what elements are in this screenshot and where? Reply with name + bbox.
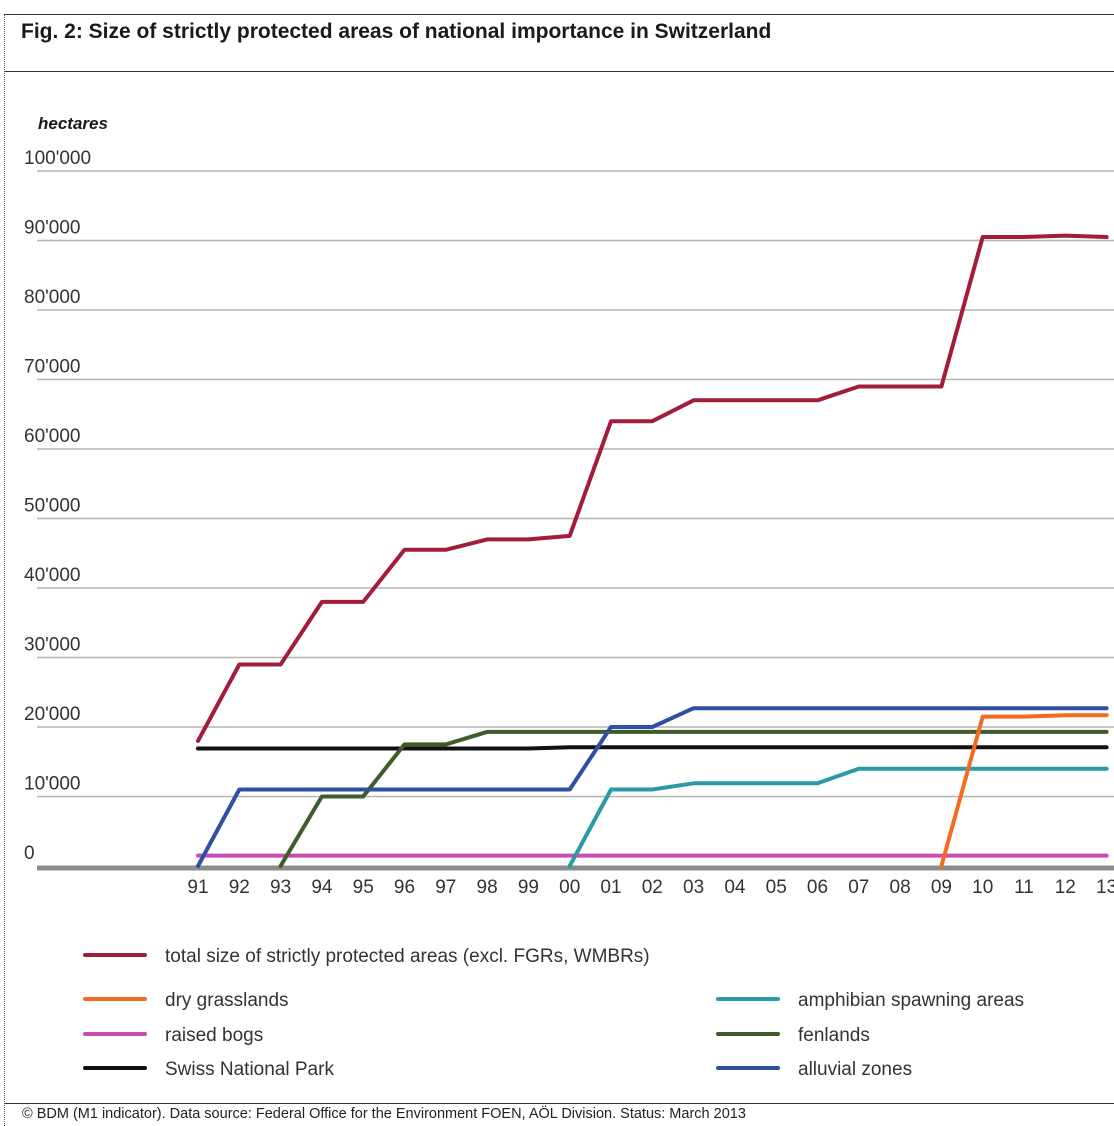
series-line: [278, 729, 1109, 868]
y-tick-label: 60'000: [24, 426, 80, 447]
x-tick-label: 97: [435, 877, 456, 898]
x-tick-label: 95: [353, 877, 374, 898]
legend-label: amphibian spawning areas: [798, 990, 1024, 1011]
legend-label: raised bogs: [165, 1025, 263, 1046]
x-tick-label: 02: [642, 877, 663, 898]
series-lines: [196, 233, 1109, 868]
x-tick-label: 12: [1055, 877, 1076, 898]
legend-label: total size of strictly protected areas (…: [165, 946, 650, 967]
x-tick-label: 04: [724, 877, 746, 898]
legend-label: alluvial zones: [798, 1059, 912, 1080]
chart-title: Fig. 2: Size of strictly protected areas…: [21, 20, 772, 43]
x-tick-label: 92: [229, 877, 250, 898]
legend-label: dry grasslands: [165, 990, 289, 1011]
x-tick-label: 07: [848, 877, 869, 898]
series-line: [196, 706, 1109, 868]
x-tick-label: 00: [559, 877, 580, 898]
x-tick-label: 03: [683, 877, 704, 898]
x-tick-label: 08: [890, 877, 911, 898]
line-chart: 0 10'000 20'000 30'000 40'000 50'000 60'000 70'…: [24, 148, 1114, 1080]
y-tick-label: 50'000: [24, 496, 80, 517]
x-tick-label: 06: [807, 877, 828, 898]
x-tick-label: 98: [477, 877, 498, 898]
series-line: [567, 766, 1109, 868]
x-tick-label: 93: [270, 877, 291, 898]
x-tick-label: 94: [311, 877, 333, 898]
y-tick-label: 90'000: [24, 218, 80, 239]
x-tick-label: 09: [931, 877, 952, 898]
y-tick-label: 40'000: [24, 565, 80, 586]
title-bar: [5, 15, 1114, 72]
series-line: [196, 233, 1109, 743]
y-tick-label: 70'000: [24, 357, 80, 378]
y-tick-label: 80'000: [24, 287, 80, 308]
y-tick-label: 10'000: [24, 774, 80, 795]
x-tick-label: 11: [1014, 877, 1034, 898]
y-tick-label: 100'000: [24, 148, 91, 169]
y-axis-label: hectares: [38, 114, 108, 133]
series-line: [939, 713, 1109, 868]
legend: total size of strictly protected areas (…: [83, 946, 1024, 1080]
y-tick-label: 30'000: [24, 635, 80, 656]
grid-lines: [37, 170, 1114, 798]
legend-label: fenlands: [798, 1025, 870, 1046]
footer-divider: [5, 1103, 1114, 1104]
x-tick-label: 01: [600, 877, 621, 898]
series-line: [196, 745, 1109, 751]
x-tick-label: 13: [1096, 877, 1114, 898]
x-tick-label: 10: [972, 877, 993, 898]
x-tick-label: 96: [394, 877, 415, 898]
x-tick-label: 91: [187, 877, 208, 898]
source-note: © BDM (M1 indicator). Data source: Feder…: [22, 1106, 746, 1122]
legend-label: Swiss National Park: [165, 1059, 334, 1080]
y-tick-labels: 0 10'000 20'000 30'000 40'000 50'000 60'000 70'…: [24, 148, 91, 864]
y-tick-label: 0: [24, 843, 35, 864]
figure-frame: [4, 14, 1114, 1126]
x-tick-labels: 91 92 93 94 95 96 97 98 99 00 01 02 03 04 05 06 07 08 09 10…: [187, 877, 1114, 898]
y-tick-label: 20'000: [24, 704, 80, 725]
x-tick-label: 99: [518, 877, 539, 898]
x-tick-label: 05: [766, 877, 787, 898]
